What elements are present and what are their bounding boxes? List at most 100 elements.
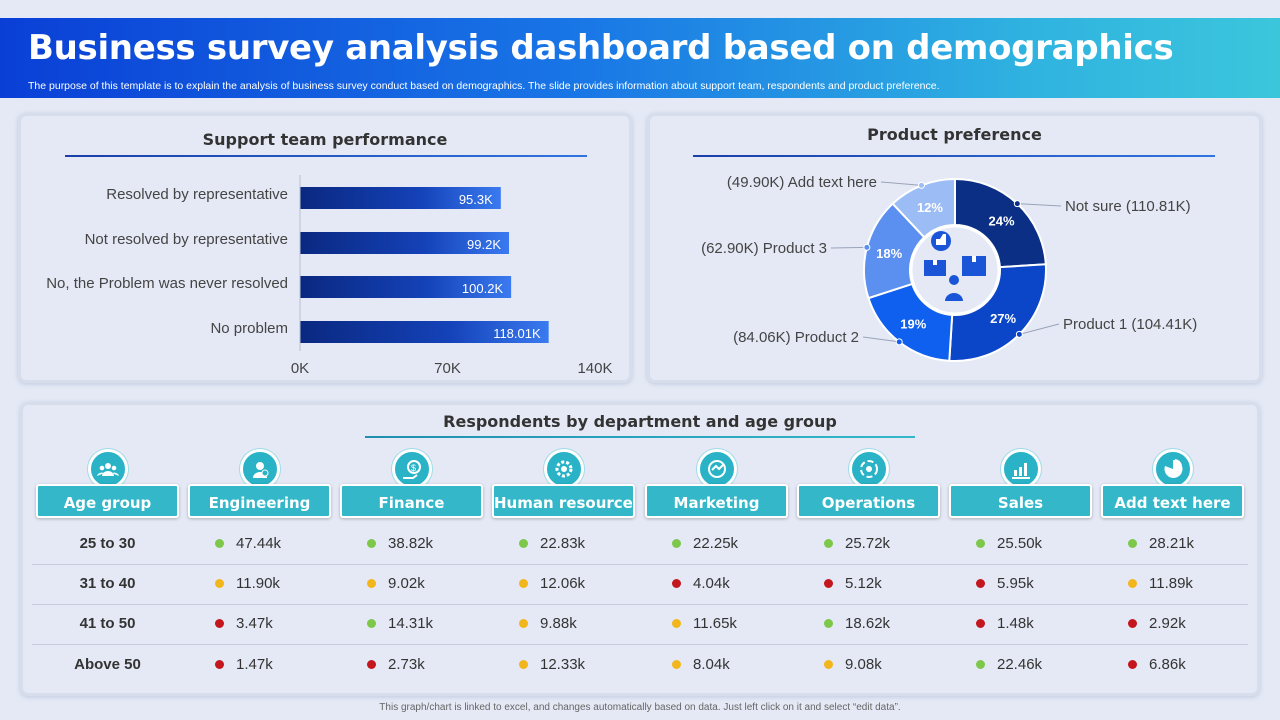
status-dot-high [367, 539, 376, 548]
status-dot-low [367, 660, 376, 669]
status-dot-high [976, 539, 985, 548]
bar-value-label: 95.3K [459, 192, 493, 207]
leader-line [862, 336, 900, 343]
table-cell-value: 18.62k [845, 615, 891, 632]
table-cell-value: 25.50k [997, 535, 1043, 552]
slice-percent-label: 27% [990, 311, 1016, 326]
status-dot-low [1128, 660, 1137, 669]
table-cell-value: 1.47k [236, 656, 273, 673]
sales-growth-icon [1001, 449, 1041, 489]
bar[interactable] [300, 232, 510, 254]
status-dot-high [824, 539, 833, 548]
bar-value-label: 100.2K [462, 281, 504, 296]
table-cell-value: 6.86k [1149, 656, 1186, 673]
leader-line [1019, 323, 1060, 335]
finance-icon: $ [392, 449, 432, 489]
column-header[interactable]: Engineering [188, 484, 331, 518]
bar[interactable] [300, 276, 512, 298]
slice-percent-label: 18% [876, 246, 902, 261]
leader-line [830, 246, 867, 249]
age-group-label: 31 to 40 [79, 575, 136, 592]
table-cell-value: 5.95k [997, 575, 1034, 592]
table-cell-value: 2.73k [388, 656, 425, 673]
page-subtitle: The purpose of this template is to expla… [28, 80, 940, 92]
support-performance-panel: Support team performance Resolved by rep… [18, 113, 632, 383]
status-dot-high [1128, 539, 1137, 548]
column-header[interactable]: Finance [340, 484, 483, 518]
x-tick-label: 140K [577, 360, 612, 377]
status-dot-medium [1128, 579, 1137, 588]
svg-text:$: $ [411, 463, 416, 473]
table-cell-value: 5.12k [845, 575, 882, 592]
donut-hole [909, 224, 1001, 316]
status-dot-low [976, 579, 985, 588]
slice-percent-label: 24% [989, 213, 1015, 228]
x-tick-label: 70K [434, 360, 461, 377]
table-cell-value: 11.90k [236, 575, 280, 592]
pie-chart-icon [1153, 449, 1193, 489]
table-cell-value: 9.02k [388, 575, 425, 592]
column-header[interactable]: Sales [949, 484, 1092, 518]
status-dot-medium [672, 619, 681, 628]
title-underline [693, 155, 1215, 157]
status-dot-medium [519, 579, 528, 588]
leader-dot [895, 338, 903, 346]
status-dot-low [215, 619, 224, 628]
table-cell-value: 2.92k [1149, 615, 1186, 632]
status-dot-medium [672, 660, 681, 669]
status-dot-high [976, 660, 985, 669]
age-group-label: Above 50 [74, 656, 141, 673]
column-header[interactable]: Operations [797, 484, 940, 518]
status-dot-high [367, 619, 376, 628]
header-banner: Business survey analysis dashboard based… [0, 18, 1280, 98]
table-cell-value: 4.04k [693, 575, 730, 592]
table-cell-value: 14.31k [388, 615, 434, 632]
bar[interactable] [300, 187, 501, 209]
column-header[interactable]: Human resources [492, 484, 635, 518]
title-underline [365, 436, 915, 438]
table-cell-value: 25.72k [845, 535, 891, 552]
table-cell-value: 47.44k [236, 535, 282, 552]
slice-label: (49.90K) Add text here [727, 174, 877, 191]
bar-value-label: 99.2K [467, 237, 501, 252]
page-title: Business survey analysis dashboard based… [28, 28, 1174, 68]
row-divider [32, 644, 1248, 645]
support-bar-chart[interactable]: Resolved by representative 95.3K Not resol… [18, 113, 632, 383]
row-divider [32, 604, 1248, 605]
column-header[interactable]: Marketing [645, 484, 788, 518]
bar-category-label: Resolved by representative [106, 186, 288, 203]
slice-percent-label: 12% [917, 200, 943, 215]
slice-percent-label: 19% [900, 317, 926, 332]
table-cell-value: 12.33k [540, 656, 586, 673]
leader-dot [1013, 200, 1021, 208]
table-cell-value: 9.88k [540, 615, 577, 632]
bar[interactable] [300, 321, 549, 343]
table-cell-value: 38.82k [388, 535, 434, 552]
status-dot-low [215, 660, 224, 669]
status-dot-medium [367, 579, 376, 588]
x-tick-label: 0K [291, 360, 309, 377]
footer-note: This graph/chart is linked to excel, and… [379, 702, 901, 713]
bar-category-label: No problem [210, 320, 288, 337]
product-preference-panel: Product preference 24% 27% 19% 18% 12% Not s… [647, 113, 1262, 383]
table-cell-value: 3.47k [236, 615, 273, 632]
status-dot-high [215, 539, 224, 548]
leader-dot [918, 181, 926, 189]
respondents-panel: Respondents by department and age group [20, 402, 1260, 696]
bar-value-label: 118.01K [493, 326, 541, 341]
column-header[interactable]: Add text here [1101, 484, 1244, 518]
age-group-label: 25 to 30 [79, 535, 136, 552]
people-group-icon [88, 449, 128, 489]
slice-label: (84.06K) Product 2 [733, 329, 859, 346]
slice-label: Not sure (110.81K) [1065, 198, 1191, 215]
product-donut-chart[interactable]: 24% 27% 19% 18% 12% Not sure (110.81K) Produc… [647, 113, 1262, 383]
status-dot-high [824, 619, 833, 628]
table-cell-value: 22.46k [997, 656, 1043, 673]
operations-icon [849, 449, 889, 489]
table-cell-value: 8.04k [693, 656, 730, 673]
status-dot-medium [519, 619, 528, 628]
column-header[interactable]: Age group [36, 484, 179, 518]
slice-label: Product 1 (104.41K) [1063, 316, 1197, 333]
marketing-icon [697, 449, 737, 489]
leader-line [880, 181, 922, 186]
